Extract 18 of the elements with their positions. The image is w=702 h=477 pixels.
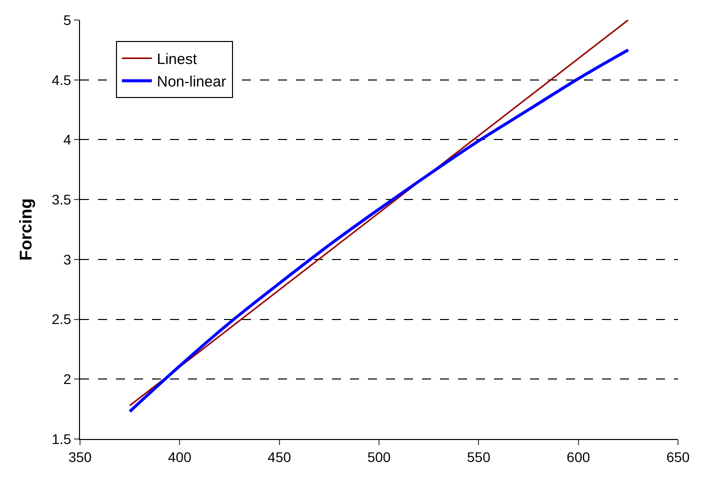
y-tick-label: 2.5 xyxy=(52,311,72,328)
y-axis-title: Forcing xyxy=(16,198,36,261)
y-tick-label: 4.5 xyxy=(52,72,72,88)
x-tick-label: 450 xyxy=(268,448,292,465)
y-tick-label: 5 xyxy=(63,12,72,28)
y-tick-label: 3.5 xyxy=(52,191,72,208)
y-tick-label: 3 xyxy=(63,251,72,268)
y-tick-label: 1.5 xyxy=(52,430,72,447)
x-tick-label: 600 xyxy=(566,448,590,465)
x-tick-label: 350 xyxy=(68,448,92,465)
x-tick-label: 400 xyxy=(168,448,192,465)
legend-label: Linest xyxy=(156,51,198,68)
y-tick-label: 4 xyxy=(63,132,72,148)
x-tick-label: 550 xyxy=(466,448,491,465)
y-tick-label: 2 xyxy=(63,371,72,388)
legend-label: Non-linear xyxy=(156,74,226,91)
x-tick-label: 650 xyxy=(666,448,690,465)
x-tick-label: 500 xyxy=(367,448,391,465)
